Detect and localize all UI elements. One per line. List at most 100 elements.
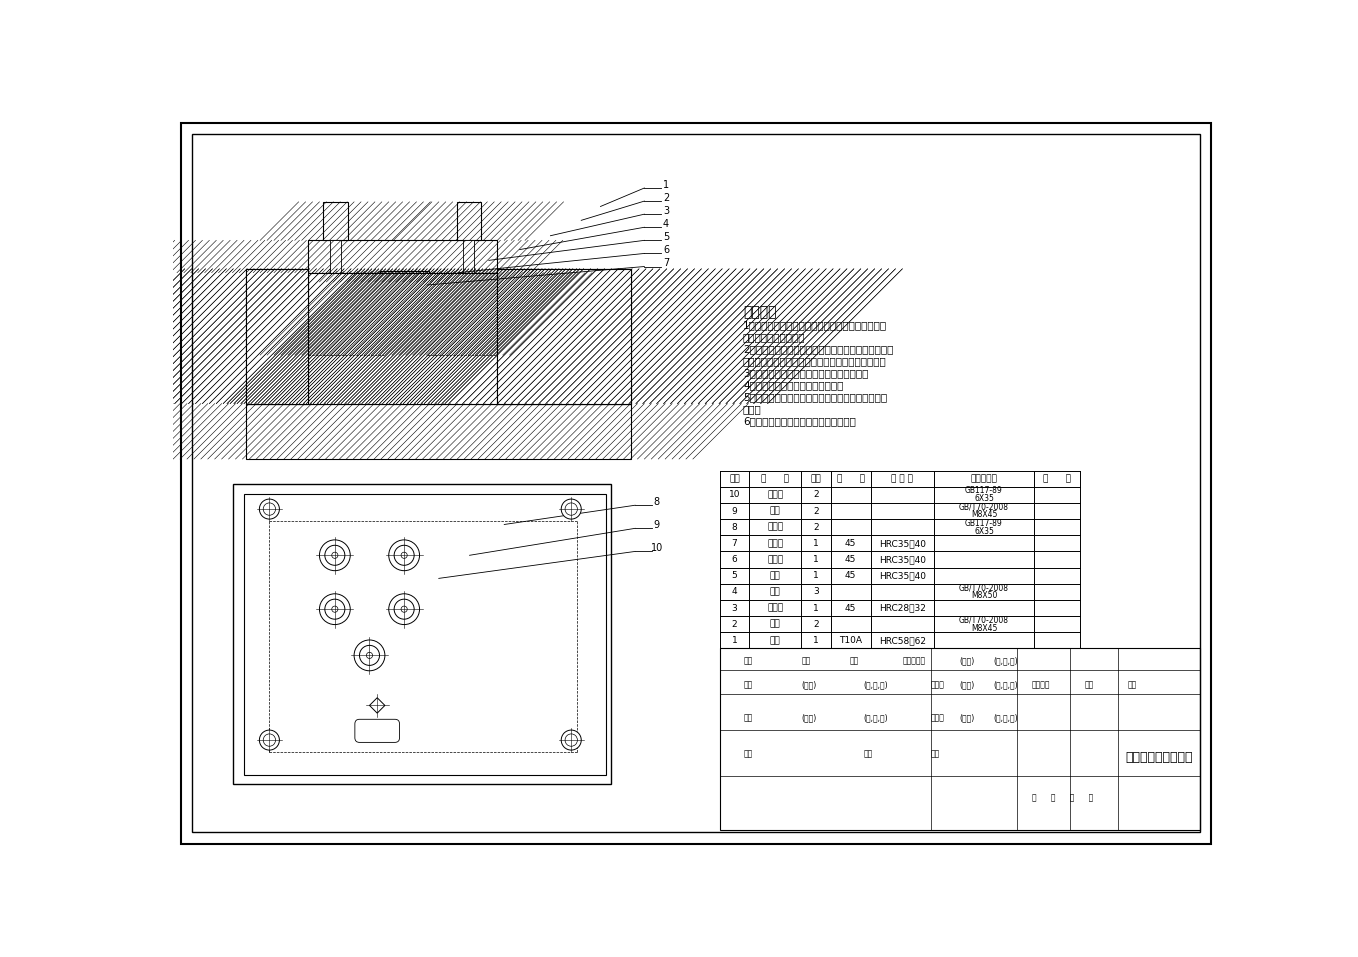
Text: M8X50: M8X50 (971, 591, 997, 600)
Text: 6: 6 (663, 245, 669, 256)
Text: 名      称: 名 称 (762, 474, 789, 483)
Circle shape (319, 593, 350, 625)
Bar (308, 240, 497, 273)
Text: GB117-89: GB117-89 (966, 486, 1002, 496)
Circle shape (319, 540, 350, 570)
Text: 5: 5 (663, 233, 669, 242)
FancyBboxPatch shape (354, 720, 399, 743)
Bar (720, 649, 1199, 830)
Text: (签名): (签名) (960, 657, 975, 666)
Text: 2: 2 (813, 506, 819, 516)
Text: 定位块: 定位块 (767, 555, 784, 564)
Text: 45: 45 (845, 571, 857, 580)
Text: 材料: 材料 (744, 713, 754, 722)
Text: GB/T70-2008: GB/T70-2008 (959, 502, 1009, 512)
Text: 螺钉: 螺钉 (770, 506, 781, 516)
Text: HRC58～62: HRC58～62 (879, 635, 926, 645)
Text: 3: 3 (732, 604, 737, 612)
Text: 3: 3 (663, 206, 669, 216)
Text: (年,月,日): (年,月,日) (993, 680, 1018, 689)
Text: 5、相对运动的零件，装配时接触面间应加润滑油（: 5、相对运动的零件，装配时接触面间应加润滑油（ (743, 392, 887, 402)
Bar (234, 483, 611, 784)
Circle shape (263, 734, 276, 746)
Text: 3、装配过程中零件不得碰碰、划伤和锈蚀。: 3、装配过程中零件不得碰碰、划伤和锈蚀。 (743, 368, 868, 378)
Text: 1: 1 (732, 635, 737, 645)
Text: (年,月,日): (年,月,日) (864, 713, 888, 722)
Circle shape (388, 593, 420, 625)
Text: 标准化: 标准化 (932, 713, 945, 722)
Bar (384, 273, 428, 355)
Text: GB117-89: GB117-89 (966, 519, 1002, 528)
Bar (390, 273, 418, 317)
Text: 2: 2 (732, 620, 737, 629)
Circle shape (388, 540, 420, 570)
Text: 夹具体: 夹具体 (767, 539, 784, 547)
Text: 序号: 序号 (729, 474, 740, 483)
Text: 2: 2 (813, 523, 819, 532)
Text: 4: 4 (732, 588, 737, 596)
Text: 7: 7 (732, 539, 737, 547)
Text: M8X45: M8X45 (971, 510, 997, 520)
Text: 45: 45 (845, 539, 857, 547)
Circle shape (360, 645, 379, 665)
Text: 6X35: 6X35 (974, 494, 994, 503)
Text: 7: 7 (663, 258, 669, 269)
Text: 2: 2 (813, 620, 819, 629)
Text: 图样标记: 图样标记 (1032, 680, 1050, 689)
Text: 1: 1 (813, 635, 819, 645)
Text: 6X35: 6X35 (974, 526, 994, 536)
Text: 2: 2 (813, 490, 819, 500)
Circle shape (565, 734, 577, 746)
Text: 钻孔综平夹具装配图: 钻孔综平夹具装配图 (1124, 751, 1192, 764)
Text: 工艺: 工艺 (864, 749, 873, 758)
Circle shape (325, 545, 345, 566)
Circle shape (401, 552, 407, 558)
Text: 45: 45 (845, 604, 857, 612)
Bar (308, 273, 497, 404)
Text: M8X45: M8X45 (971, 624, 997, 633)
Circle shape (561, 730, 581, 750)
Text: 6: 6 (732, 555, 737, 564)
Text: 数量: 数量 (1085, 680, 1093, 689)
Text: 处理: 处理 (801, 657, 811, 666)
Text: 1: 1 (813, 604, 819, 612)
Text: 2: 2 (663, 193, 669, 203)
Text: (签名): (签名) (801, 713, 816, 722)
Text: 10: 10 (650, 544, 663, 553)
Bar (456, 202, 481, 240)
Text: 设计: 设计 (744, 680, 754, 689)
Text: (年,月,日): (年,月,日) (993, 657, 1018, 666)
Text: 3: 3 (813, 588, 819, 596)
Circle shape (263, 503, 276, 515)
Polygon shape (369, 698, 384, 713)
Text: 钻套: 钻套 (770, 635, 781, 645)
Text: 标准件代号: 标准件代号 (971, 474, 997, 483)
Text: 螺钉: 螺钉 (770, 588, 781, 596)
Circle shape (331, 552, 338, 558)
Bar (330, 240, 341, 317)
Text: 9: 9 (653, 521, 660, 530)
Text: 比例: 比例 (1127, 680, 1137, 689)
Text: 5: 5 (732, 571, 737, 580)
Circle shape (394, 599, 414, 619)
Text: 备      注: 备 注 (1043, 474, 1071, 483)
Circle shape (331, 606, 338, 612)
Text: HRC35～40: HRC35～40 (879, 555, 926, 564)
Text: 脂）。: 脂）。 (743, 404, 762, 414)
Text: 4、油漆未干的零件不得进行装配。: 4、油漆未干的零件不得进行装配。 (743, 380, 843, 390)
Text: GB/T70-2008: GB/T70-2008 (959, 584, 1009, 592)
Text: 1: 1 (813, 539, 819, 547)
Text: 6、各零、部件装配后相对位置应准确。: 6、各零、部件装配后相对位置应准确。 (743, 416, 856, 426)
Circle shape (367, 653, 372, 658)
Bar (463, 240, 474, 317)
Text: (年,月,日): (年,月,日) (864, 680, 888, 689)
Text: 1: 1 (663, 180, 669, 189)
Text: HRC35～40: HRC35～40 (879, 571, 926, 580)
Bar (323, 202, 348, 240)
Bar (246, 269, 308, 404)
Text: 批准: 批准 (932, 749, 940, 758)
Circle shape (354, 640, 384, 671)
Text: 1、所有零部件（包括外购、外协件）必须具有检验: 1、所有零部件（包括外购、外协件）必须具有检验 (743, 321, 887, 330)
Text: HRC28～32: HRC28～32 (879, 604, 926, 612)
Circle shape (394, 545, 414, 566)
